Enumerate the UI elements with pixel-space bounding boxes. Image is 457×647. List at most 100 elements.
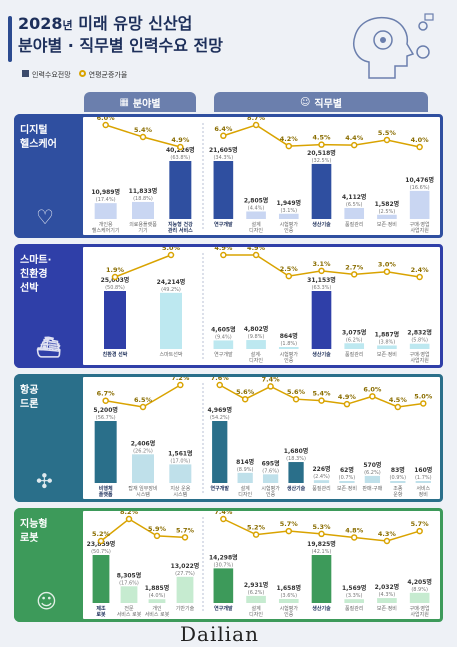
job-share-label-0: (34.3%) (213, 155, 233, 161)
job-category-label-6-0: 구매·영업 (410, 351, 430, 358)
job-growth-point-2 (285, 142, 293, 150)
job-category-label-8-0: 서비스 (416, 485, 430, 492)
field-growth-label-2: 4.9% (171, 136, 190, 144)
job-bar-4 (344, 343, 365, 349)
job-share-label-6: (16.6%) (410, 185, 430, 191)
title-unit: 년 (62, 19, 73, 32)
job-bar-6 (364, 475, 381, 483)
job-category-label-6-0: 구매·영업 (410, 605, 430, 612)
job-value-label-0: 4,605명 (211, 325, 236, 333)
job-category-label-2-0: 시험평가 (280, 351, 299, 358)
job-share-label-3: (18.3%) (286, 456, 306, 462)
section-label-line: 지능형 (20, 519, 48, 530)
job-bar-2 (278, 213, 299, 219)
job-share-label-2: (3.6%) (280, 593, 297, 599)
job-category-label-7-1: 운항 (393, 491, 403, 498)
field-growth-point-0 (97, 537, 105, 545)
job-share-label-5: (0.7%) (339, 475, 356, 481)
job-share-label-4: (6.5%) (346, 202, 363, 208)
job-category-label-1-1: 디자인 (249, 357, 263, 364)
field-growth-point-3 (181, 534, 189, 541)
job-category-label-2-0: 시험평가 (280, 605, 299, 612)
job-category-label-5-0: 보존·정비 (377, 221, 397, 228)
field-bar-1 (160, 292, 182, 349)
head-gear-illustration (353, 13, 434, 79)
job-bar-5 (339, 481, 355, 483)
job-share-label-4: (6.2%) (346, 337, 363, 343)
section-label: 스마트· 친환경 선박 ⛴ (14, 244, 80, 368)
job-category-label-1-0: 설계 (251, 605, 261, 612)
job-growth-point-0 (216, 381, 223, 389)
field-value-label-1: 8,305명 (117, 571, 142, 579)
job-bar-6 (409, 592, 430, 603)
job-value-label-1: 2,931명 (244, 581, 268, 589)
job-growth-label-3: 3.1% (312, 260, 331, 268)
legend-growth: 연평균증가율 (78, 70, 127, 80)
job-growth-label-6: 2.4% (411, 266, 430, 274)
field-category-label-1-1: 서비스 로봇 (117, 611, 142, 618)
job-category-label-0-0: 연구개발 (214, 221, 233, 228)
job-growth-point-0 (220, 251, 227, 259)
job-growth-point-6 (416, 273, 423, 281)
job-value-label-4: 4,112명 (342, 193, 367, 201)
field-value-label-3: 13,022명 (171, 562, 200, 570)
job-growth-point-6 (416, 527, 423, 535)
job-growth-point-4 (350, 534, 358, 541)
job-growth-label-5: 5.5% (378, 129, 397, 137)
job-growth-point-1 (252, 121, 260, 129)
job-category-label-6-0: 판매·구매 (362, 485, 382, 492)
section-chart-svg: 25,003명(50.8%)친환경 선박24,214명(49.2%)스마트선박1… (101, 247, 432, 364)
job-category-label-8-1: 정비 (419, 491, 428, 498)
field-value-label-2: 1,885명 (145, 584, 170, 592)
job-bar-0 (213, 340, 234, 349)
job-category-label-1-0: 설계· (251, 351, 262, 358)
job-category-label-1-0: 설계 (241, 485, 251, 492)
field-share-label-1: (26.2%) (133, 448, 153, 454)
field-category-label-1-1: 시스템 (136, 491, 150, 498)
job-share-label-6: (5.8%) (411, 338, 428, 344)
legend: 인력수요전망 연평균증가율 (22, 70, 127, 80)
field-value-label-0: 5,200명 (93, 406, 118, 414)
job-value-label-4: 226명 (312, 465, 330, 473)
job-bar-1 (237, 472, 253, 483)
job-growth-point-4 (350, 271, 358, 278)
job-category-label-5-0: 보존·정비 (377, 351, 397, 358)
field-share-label-1: (18.8%) (133, 196, 153, 202)
job-growth-label-6: 5.7% (411, 520, 430, 528)
job-category-label-6-0: 구매·영업 (410, 221, 430, 228)
field-value-label-0: 10,989명 (91, 188, 120, 196)
job-bar-2 (262, 474, 279, 483)
section-label: 지능형 로봇 ☺ (14, 508, 80, 622)
title-line2: 분야별 · 직무별 인력수요 전망 (18, 36, 223, 55)
tab-job-label: 직무별 (314, 98, 343, 110)
job-share-label-3: (42.1%) (312, 549, 332, 555)
person-icon: ☺ (299, 96, 311, 108)
field-category-label-0-1: 로봇 (96, 611, 106, 618)
grid-icon: ▦ (119, 96, 129, 108)
job-growth-point-8 (420, 400, 427, 407)
field-category-label-3-0: 기반기술 (176, 605, 195, 612)
field-bar-2 (169, 464, 192, 483)
job-share-label-8: (1.7%) (415, 475, 432, 481)
field-growth-point-2 (153, 532, 161, 540)
legend-bar-swatch (22, 70, 29, 77)
job-value-label-2: 695명 (262, 459, 280, 467)
section-label: 디지털 헬스케어 ♡ (14, 114, 80, 238)
job-growth-label-4: 4.4% (345, 134, 364, 142)
job-category-label-5-0: 보존·정비 (337, 485, 357, 492)
job-value-label-6: 2,832명 (407, 329, 432, 337)
job-share-label-5: (4.3%) (379, 592, 396, 598)
job-growth-label-6: 4.0% (411, 136, 430, 144)
job-value-label-2: 1,949명 (277, 199, 302, 207)
job-value-label-1: 814명 (236, 458, 254, 466)
job-growth-point-1 (241, 395, 249, 403)
job-growth-point-3 (318, 141, 325, 148)
job-value-label-2: 1,658명 (277, 584, 302, 592)
job-growth-label-1: 5.2% (247, 524, 266, 532)
job-growth-point-3 (292, 395, 300, 403)
job-value-label-6: 10,476명 (405, 176, 434, 184)
job-growth-label-8: 5.0% (414, 392, 433, 400)
job-share-label-4: (3.3%) (346, 593, 363, 599)
